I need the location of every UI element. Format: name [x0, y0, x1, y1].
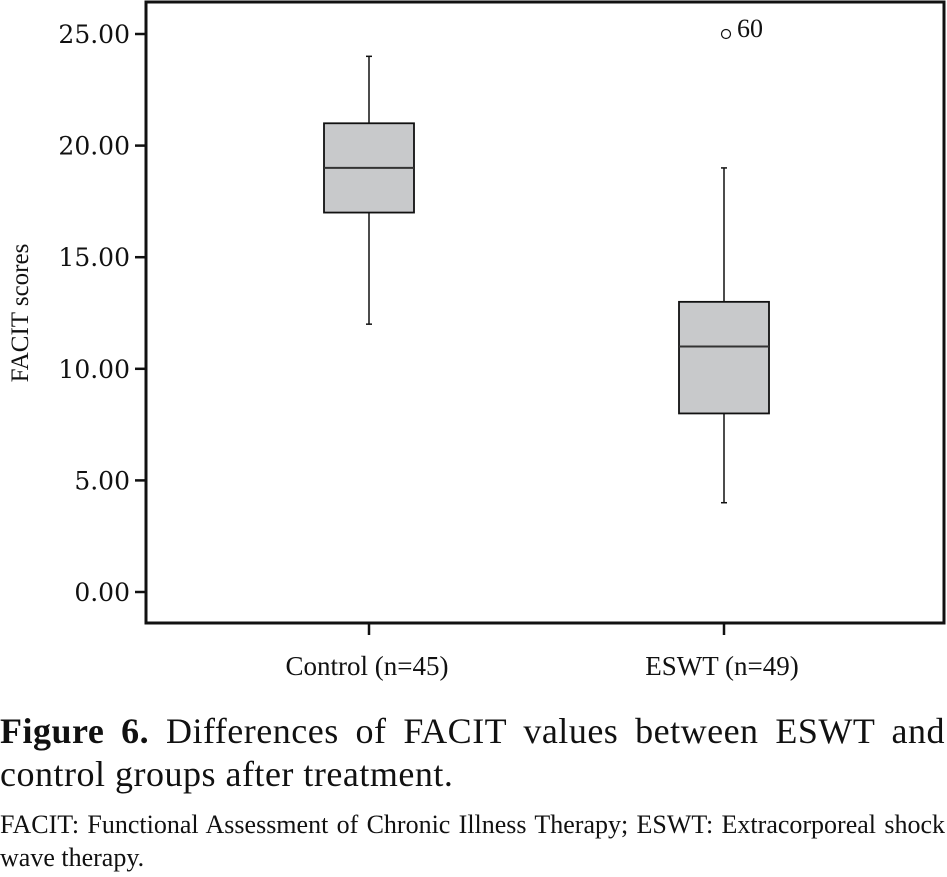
y-axis-title: FACIT scores [7, 244, 34, 383]
x-tick-label: ESWT (n=49) [645, 651, 798, 681]
boxes: 60 [323, 14, 770, 504]
figure-caption: Figure 6. Differences of FACIT values be… [0, 710, 945, 796]
box-control [323, 55, 415, 325]
y-tick-label: 0.00 [74, 578, 130, 607]
boxplot-chart: 0.00 5.00 10.00 15.00 20.00 25.00 Control (n=… [7, 0, 946, 681]
y-tick-label: 10.00 [58, 355, 130, 384]
figure-notes: FACIT: Functional Assessment of Chronic … [0, 810, 945, 872]
iqr-box [678, 300, 770, 415]
figure-number: Figure 6. [0, 711, 150, 751]
outlier-point [720, 28, 732, 40]
plot-frame [144, 0, 946, 625]
x-tick-label: Control (n=45) [286, 651, 449, 681]
plot-border [144, 0, 946, 625]
box-eswt: 60 [678, 14, 770, 504]
y-tick-label: 5.00 [74, 466, 130, 495]
y-axis: 0.00 5.00 10.00 15.00 20.00 25.00 [58, 20, 146, 607]
y-tick-label: 15.00 [58, 243, 130, 272]
y-tick-label: 20.00 [58, 132, 130, 161]
y-tick-label: 25.00 [58, 20, 130, 49]
outlier-label: 60 [737, 14, 763, 43]
x-axis: Control (n=45) ESWT (n=49) [286, 623, 799, 681]
figure-caption-text: Differences of FACIT values between ESWT… [0, 711, 945, 794]
